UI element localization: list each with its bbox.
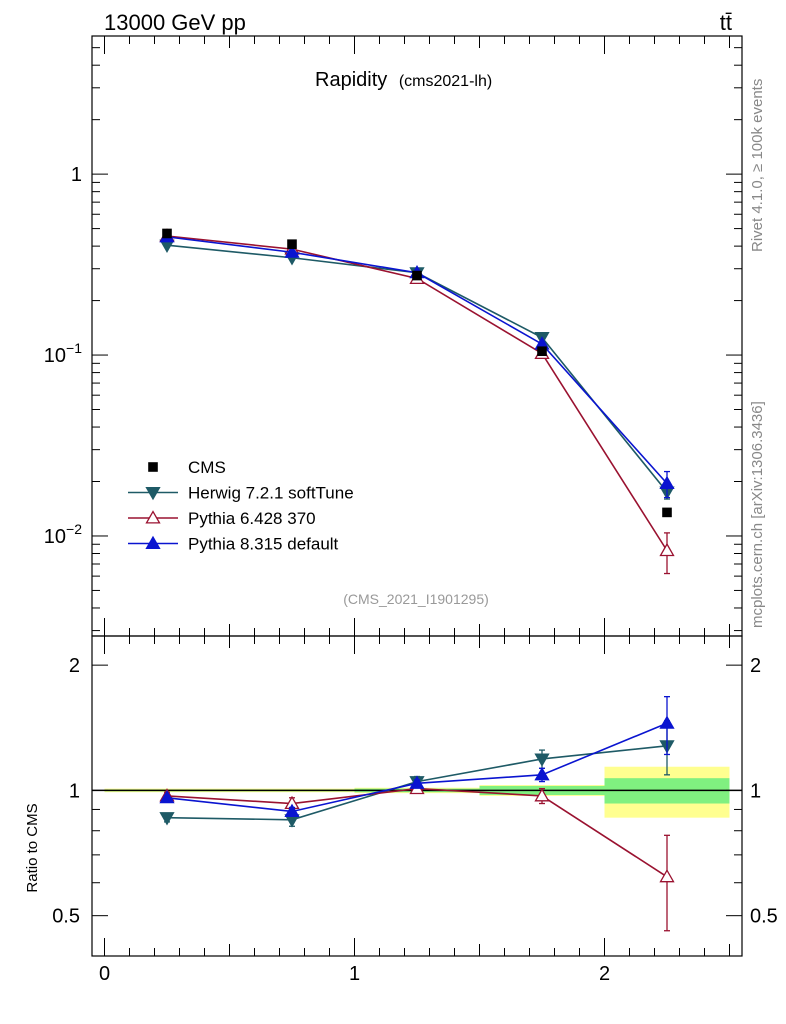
legend-entry-2: Pythia 6.428 370	[128, 509, 316, 528]
ratio-point	[534, 767, 550, 781]
chart-title-main: Rapidity	[315, 69, 387, 91]
ratio-point	[284, 803, 300, 817]
ratio-series-1	[159, 780, 675, 932]
main-point	[287, 239, 297, 249]
ratio-series-line	[166, 787, 668, 878]
ratio-point	[659, 868, 675, 883]
analysis-watermark: (CMS_2021_I1901295)	[343, 591, 489, 607]
main-ytick-label: 10−1	[44, 340, 82, 367]
main-ytick-base: 10	[44, 526, 66, 548]
legend-marker	[145, 535, 161, 550]
ratio-series-line	[166, 722, 668, 813]
legend-entry-0: CMS	[148, 458, 226, 477]
main-ytick-base: 10	[44, 345, 66, 367]
ratio-xtick-label: 1	[349, 963, 360, 985]
main-series-3	[159, 229, 675, 499]
ratio-ylabel: Ratio to CMS	[24, 803, 41, 892]
legend-marker	[145, 510, 161, 524]
ratio-panel: 0.5 0.5 1 1 2 2 0 1 2	[52, 635, 778, 985]
main-ytick-label: 1	[71, 164, 82, 186]
ratio-point	[159, 812, 175, 826]
main-point	[662, 507, 672, 518]
ratio-ytick-label-left: 0.5	[52, 906, 80, 928]
chart-title: Rapidity (cms2021-lh)	[315, 69, 492, 91]
main-series-0	[162, 228, 672, 518]
ratio-ytick-label-right: 1	[750, 780, 761, 802]
ratio-ytick-label-left: 2	[69, 655, 80, 677]
main-point	[412, 270, 422, 281]
legend-entry-3: Pythia 8.315 default	[128, 535, 339, 554]
main-point	[162, 228, 172, 239]
ratio-point	[409, 775, 425, 789]
main-point	[284, 244, 300, 258]
rivet-label: Rivet 4.1.0, ≥ 100k events	[749, 79, 766, 252]
mcplots-label: mcplots.cern.ch [arXiv:1306.3436]	[749, 401, 766, 628]
ratio-point	[159, 789, 175, 804]
legend-marker	[145, 486, 161, 501]
main-point	[659, 542, 675, 557]
ratio-point	[534, 753, 550, 767]
header-energy: 13000 GeV pp	[104, 10, 246, 35]
main-ytick-exp: −2	[66, 521, 82, 537]
ratio-xtick-label: 0	[99, 963, 110, 985]
legend-marker	[148, 462, 158, 472]
legend: CMS Herwig 7.2.1 softTune Pythia 6.428 370…	[128, 458, 354, 554]
main-point	[537, 346, 547, 357]
header-process: tt̄	[720, 10, 732, 35]
ratio-series-2	[159, 696, 675, 817]
ratio-frame	[91, 635, 743, 957]
main-ytick-base: 1	[71, 164, 82, 186]
legend-entry-1: Herwig 7.2.1 softTune	[128, 484, 354, 503]
chart-title-sub: (cms2021-lh)	[399, 73, 492, 90]
ratio-series-0	[159, 720, 675, 828]
main-ytick-exp: −1	[66, 340, 82, 356]
legend-label: Pythia 6.428 370	[188, 509, 316, 528]
ratio-point	[534, 788, 550, 802]
legend-label: Herwig 7.2.1 softTune	[188, 484, 354, 503]
ratio-xtick-label: 2	[599, 963, 610, 985]
ratio-ytick-label-right: 2	[750, 655, 761, 677]
legend-label: CMS	[188, 458, 226, 477]
main-point	[659, 475, 675, 490]
ratio-point	[659, 715, 675, 729]
main-panel: 110−110−2	[44, 35, 743, 637]
ratio-ytick-label-left: 1	[69, 780, 80, 802]
legend-label: Pythia 8.315 default	[188, 535, 339, 554]
ratio-ytick-label-right: 0.5	[750, 906, 778, 928]
main-ytick-label: 10−2	[44, 521, 82, 548]
